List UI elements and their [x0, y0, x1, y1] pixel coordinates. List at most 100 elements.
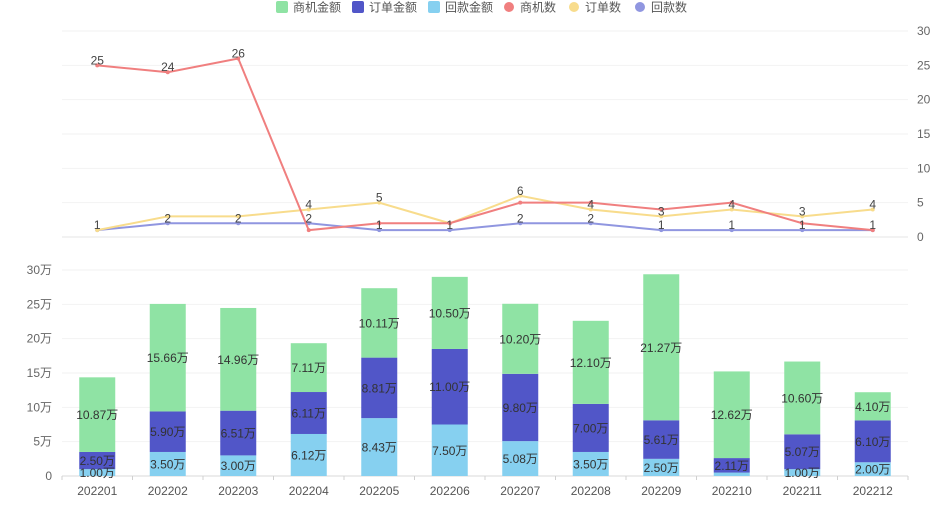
bar-202209-1[interactable] — [643, 458, 680, 476]
line-point-2-12[interactable] — [870, 207, 875, 212]
bar-202210-2[interactable] — [713, 458, 750, 473]
line-point-3-6[interactable] — [447, 228, 452, 233]
bar-chart-labels: 1.00万2.50万10.87万3.50万5.90万15.66万3.00万6.5… — [76, 306, 890, 480]
line-point-2-7[interactable] — [518, 193, 523, 198]
bar-202208-2[interactable] — [572, 403, 609, 452]
bar-202205-1[interactable] — [361, 418, 398, 476]
bar-202208-1[interactable] — [572, 451, 609, 476]
bar-202207-1[interactable] — [502, 441, 539, 476]
bar-value-label: 10.87万 — [76, 408, 118, 422]
bar-202209-2[interactable] — [643, 420, 680, 459]
bar-202209-3[interactable] — [643, 274, 680, 421]
line-y-tick-label: 15 — [917, 127, 931, 141]
bar-202204-2[interactable] — [290, 392, 327, 434]
line-point-1-4[interactable] — [306, 228, 311, 233]
legend-label: 订单数 — [585, 0, 621, 15]
bar-202201-2[interactable] — [79, 451, 116, 470]
bar-202210-3[interactable] — [713, 371, 750, 459]
bar-202201-1[interactable] — [79, 469, 116, 476]
bar-value-label: 5.07万 — [785, 445, 820, 459]
line-point-2-1[interactable] — [95, 228, 100, 233]
line-series-3[interactable] — [97, 222, 873, 232]
line-point-1-6[interactable] — [447, 221, 452, 226]
line-point-2-4[interactable] — [306, 207, 311, 212]
bar-value-label: 10.50万 — [429, 306, 471, 320]
bar-value-label: 6.51万 — [221, 427, 256, 441]
bar-202204-3[interactable] — [290, 343, 327, 393]
bar-202203-2[interactable] — [220, 410, 257, 456]
bar-202206-2[interactable] — [431, 348, 468, 425]
legend-item-2[interactable]: 订单金额 — [352, 0, 417, 15]
line-point-1-2[interactable] — [165, 70, 170, 75]
line-point-1-9[interactable] — [659, 207, 664, 212]
line-point-2-8[interactable] — [588, 207, 593, 212]
bar-value-label: 12.62万 — [711, 408, 753, 422]
bar-202201-3[interactable] — [79, 377, 116, 452]
line-point-3-9[interactable] — [659, 228, 664, 233]
bar-value-label: 7.00万 — [573, 421, 608, 435]
bar-202204-1[interactable] — [290, 433, 327, 476]
line-value-label: 4 — [587, 198, 594, 212]
line-point-2-9[interactable] — [659, 214, 664, 219]
line-point-3-3[interactable] — [236, 221, 241, 226]
line-point-2-2[interactable] — [165, 214, 170, 219]
line-point-3-5[interactable] — [377, 228, 382, 233]
legend-item-1[interactable]: 商机金额 — [276, 0, 341, 15]
line-point-3-11[interactable] — [800, 228, 805, 233]
bar-202207-3[interactable] — [502, 303, 539, 374]
line-point-3-7[interactable] — [518, 221, 523, 226]
bar-202206-1[interactable] — [431, 424, 468, 477]
bar-202211-3[interactable] — [784, 361, 821, 435]
bar-202207-2[interactable] — [502, 373, 539, 442]
bar-202206-3[interactable] — [431, 276, 468, 349]
line-point-1-1[interactable] — [95, 63, 100, 68]
line-point-1-10[interactable] — [729, 200, 734, 205]
legend-swatch — [428, 1, 440, 13]
line-point-3-2[interactable] — [165, 221, 170, 226]
line-point-2-5[interactable] — [377, 200, 382, 205]
line-point-3-4[interactable] — [306, 221, 311, 226]
line-point-3-10[interactable] — [729, 228, 734, 233]
bar-202211-1[interactable] — [784, 469, 821, 476]
line-point-2-10[interactable] — [729, 207, 734, 212]
bar-202203-3[interactable] — [220, 307, 257, 411]
line-point-1-8[interactable] — [588, 200, 593, 205]
line-point-1-11[interactable] — [800, 221, 805, 226]
legend-item-3[interactable]: 回款金额 — [428, 0, 493, 15]
line-series-1[interactable] — [97, 57, 873, 232]
bar-202202-3[interactable] — [149, 303, 186, 412]
line-y-tick-label: 20 — [917, 93, 931, 107]
line-point-1-7[interactable] — [518, 200, 523, 205]
bar-202202-2[interactable] — [149, 411, 186, 452]
x-tick-label: 202208 — [571, 484, 611, 498]
bar-202210-1[interactable] — [713, 472, 750, 476]
legend-item-6[interactable]: 回款数 — [635, 0, 687, 15]
line-point-2-11[interactable] — [800, 214, 805, 219]
bar-202205-3[interactable] — [361, 288, 398, 358]
bar-202208-3[interactable] — [572, 320, 609, 404]
line-point-1-3[interactable] — [236, 56, 241, 61]
line-point-1-5[interactable] — [377, 221, 382, 226]
bar-202211-2[interactable] — [784, 434, 821, 470]
bar-value-label: 3.00万 — [221, 459, 256, 473]
line-series-2[interactable] — [97, 194, 873, 232]
bar-202203-1[interactable] — [220, 455, 257, 476]
bar-202212-2[interactable] — [854, 420, 891, 463]
line-y-tick-label: 25 — [917, 58, 931, 72]
bar-y-tick-label: 30万 — [27, 263, 52, 277]
line-chart-grid — [62, 30, 908, 238]
bar-202212-1[interactable] — [854, 462, 891, 476]
bar-202212-3[interactable] — [854, 392, 891, 421]
line-point-2-3[interactable] — [236, 214, 241, 219]
bar-202202-1[interactable] — [149, 451, 186, 476]
line-point-3-8[interactable] — [588, 221, 593, 226]
line-point-1-12[interactable] — [870, 228, 875, 233]
bar-value-label: 3.50万 — [573, 457, 608, 471]
line-value-label: 2 — [235, 211, 242, 225]
bar-202205-2[interactable] — [361, 357, 398, 419]
line-value-label: 4 — [728, 198, 735, 212]
legend-item-4[interactable]: 商机数 — [504, 0, 556, 15]
bar-value-label: 10.20万 — [499, 332, 541, 346]
legend-item-5[interactable]: 订单数 — [569, 0, 621, 15]
